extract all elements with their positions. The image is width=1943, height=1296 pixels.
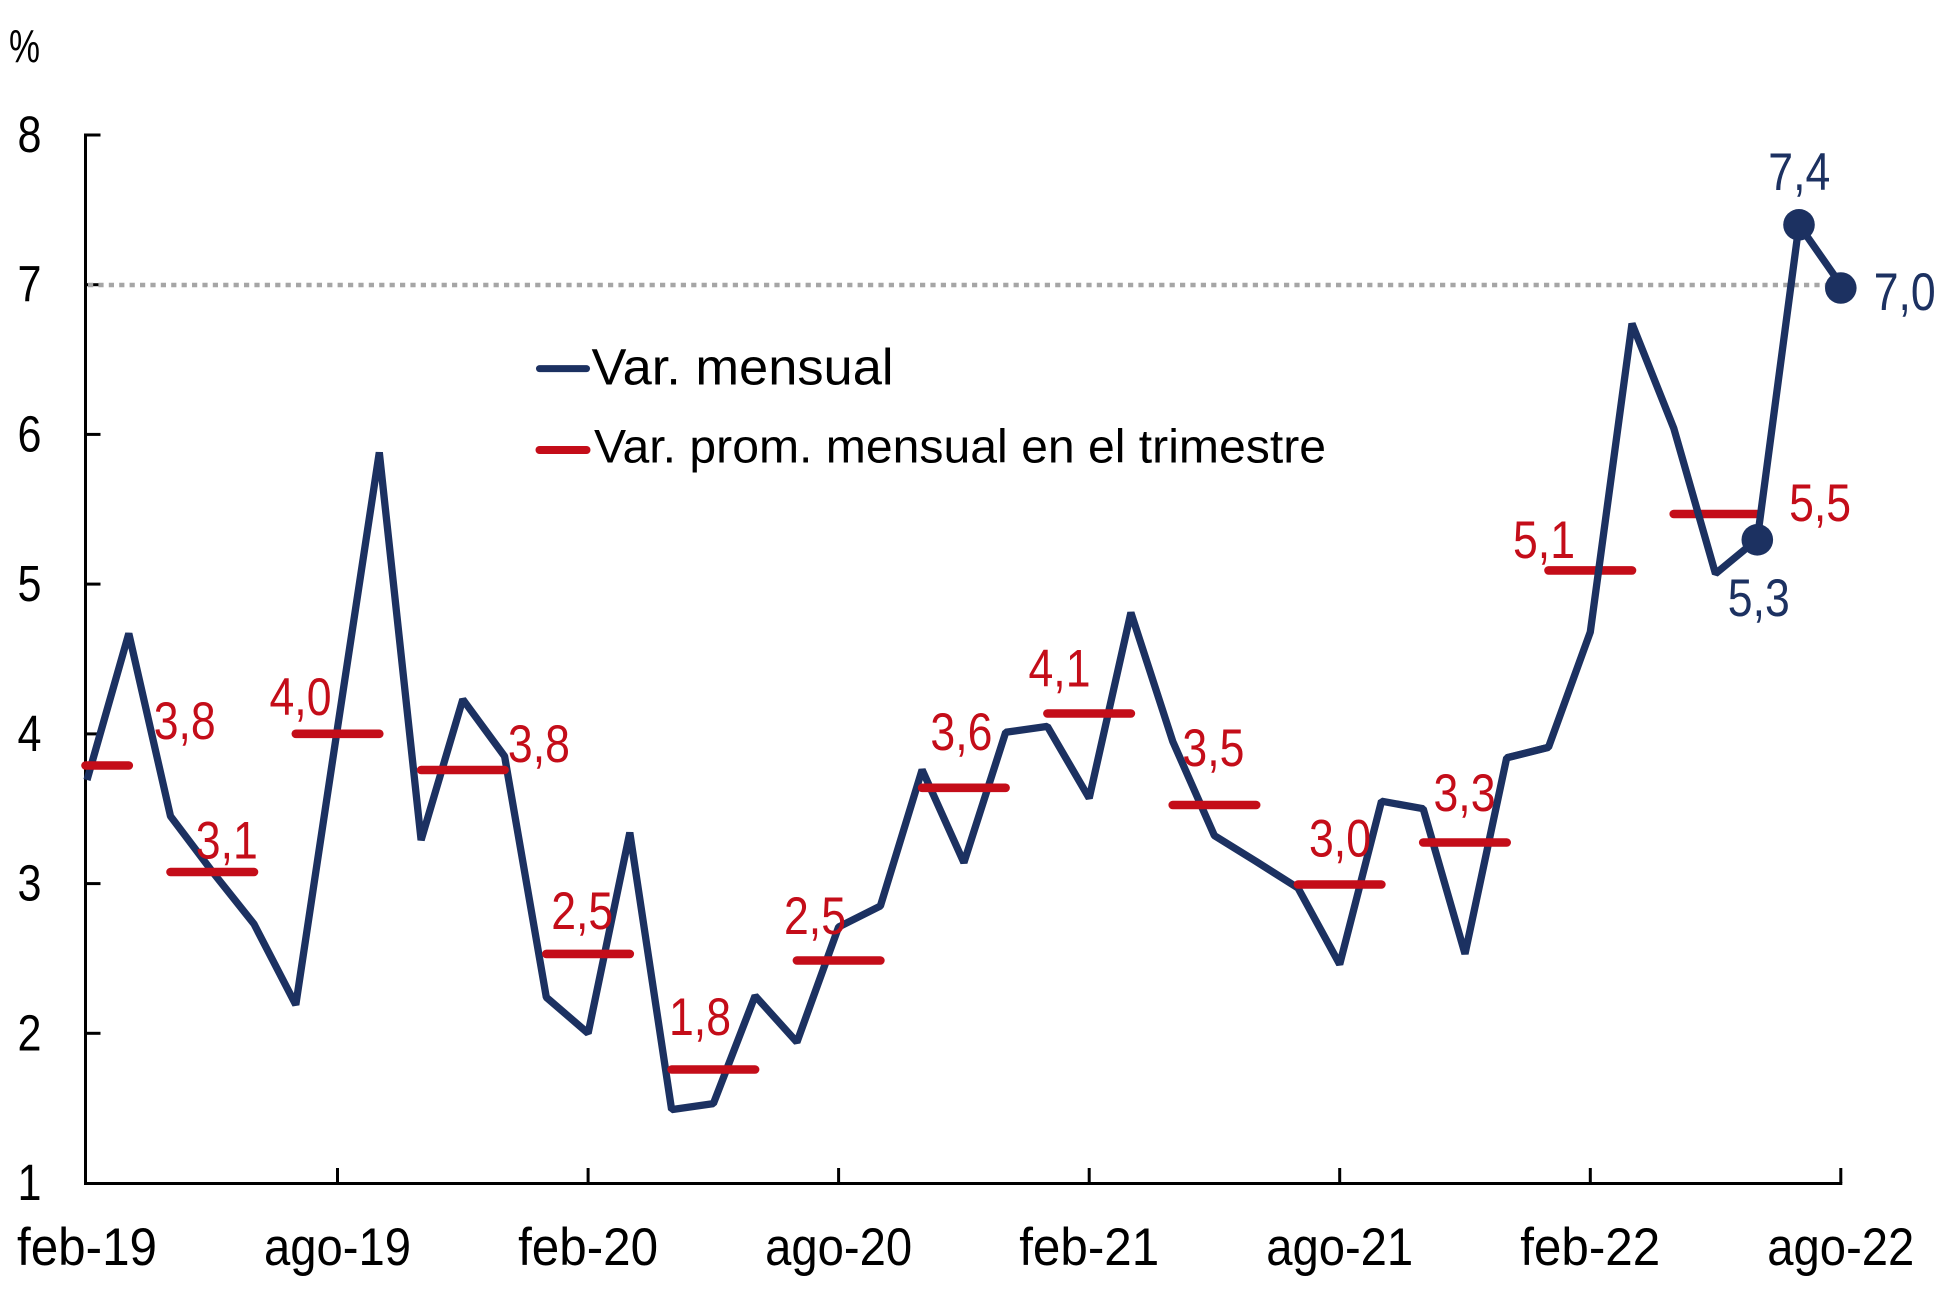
svg-text:4,0: 4,0 — [270, 668, 332, 727]
svg-text:3: 3 — [18, 855, 42, 912]
svg-text:7,0: 7,0 — [1874, 263, 1936, 322]
svg-text:5,5: 5,5 — [1789, 474, 1851, 533]
svg-text:1: 1 — [18, 1154, 42, 1211]
svg-text:3,8: 3,8 — [154, 692, 216, 751]
svg-text:6: 6 — [18, 405, 42, 462]
svg-text:Var. mensual: Var. mensual — [592, 339, 894, 396]
svg-text:2,5: 2,5 — [551, 882, 613, 941]
svg-text:feb-19: feb-19 — [17, 1218, 157, 1277]
svg-text:5,3: 5,3 — [1728, 569, 1790, 628]
svg-text:ago-19: ago-19 — [264, 1218, 411, 1277]
svg-text:3,6: 3,6 — [930, 703, 992, 762]
svg-text:5,1: 5,1 — [1513, 511, 1575, 570]
svg-text:%: % — [9, 20, 40, 72]
svg-text:1,8: 1,8 — [669, 988, 731, 1047]
svg-text:4: 4 — [18, 705, 42, 762]
svg-text:Var. prom. mensual en el trime: Var. prom. mensual en el trimestre — [594, 420, 1326, 473]
svg-text:2,5: 2,5 — [784, 887, 846, 946]
svg-text:7: 7 — [18, 256, 42, 313]
svg-text:feb-20: feb-20 — [518, 1218, 658, 1277]
svg-text:4,1: 4,1 — [1029, 640, 1091, 699]
svg-text:feb-21: feb-21 — [1019, 1218, 1159, 1277]
svg-text:ago-22: ago-22 — [1767, 1218, 1914, 1277]
svg-text:feb-22: feb-22 — [1520, 1218, 1660, 1277]
svg-text:3,5: 3,5 — [1182, 719, 1244, 778]
svg-text:3,1: 3,1 — [196, 812, 258, 871]
svg-text:2: 2 — [18, 1004, 42, 1061]
svg-text:ago-20: ago-20 — [765, 1218, 912, 1277]
svg-text:5: 5 — [18, 555, 42, 612]
svg-text:ago-21: ago-21 — [1266, 1218, 1413, 1277]
svg-text:3,3: 3,3 — [1434, 764, 1496, 823]
svg-text:3,8: 3,8 — [508, 715, 570, 774]
svg-text:3,0: 3,0 — [1309, 810, 1371, 869]
svg-text:7,4: 7,4 — [1768, 143, 1830, 202]
svg-text:8: 8 — [18, 106, 42, 163]
